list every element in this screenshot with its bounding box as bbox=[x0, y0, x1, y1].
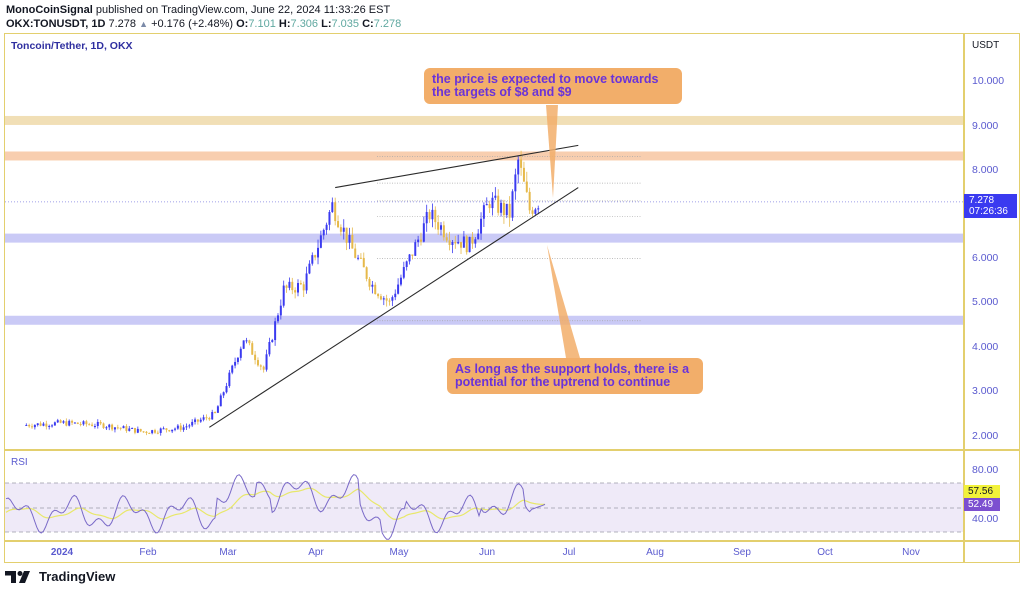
price-tick: 3.000 bbox=[972, 385, 999, 397]
time-tick: Mar bbox=[219, 547, 237, 558]
time-tick: Nov bbox=[902, 547, 920, 558]
up-triangle-icon: ▲ bbox=[139, 19, 148, 29]
last-price-tag-value: 7.278 bbox=[969, 195, 995, 206]
price-tick: 2.000 bbox=[972, 430, 999, 442]
low-value: 7.035 bbox=[331, 18, 360, 30]
bar-countdown: 07:26:36 bbox=[969, 206, 1008, 217]
time-tick: Feb bbox=[139, 547, 157, 558]
price-tick: 8.000 bbox=[972, 164, 999, 176]
tradingview-logo-icon bbox=[5, 570, 30, 583]
rsi-tick: 40.00 bbox=[972, 513, 999, 525]
price-change: +0.176 (+2.48%) bbox=[151, 18, 234, 30]
publish-header: MonoCoinSignal published on TradingView.… bbox=[6, 3, 401, 31]
rsi-indicator-label[interactable]: RSI bbox=[11, 457, 28, 468]
price-axis-divider bbox=[963, 33, 965, 563]
open-label: O: bbox=[236, 18, 249, 30]
author-name[interactable]: MonoCoinSignal bbox=[6, 4, 93, 16]
price-tick: 6.000 bbox=[972, 252, 999, 264]
last-price-tag: 7.278 07:26:36 bbox=[964, 194, 1017, 218]
currency-label[interactable]: USDT bbox=[972, 40, 1000, 51]
high-label: H: bbox=[278, 18, 291, 30]
time-tick: Aug bbox=[646, 547, 664, 558]
symbol-label: OKX:TONUSDT, 1D bbox=[6, 18, 106, 30]
callout-support-annotation[interactable]: As long as the support holds, there is a… bbox=[447, 358, 703, 394]
time-tick: Sep bbox=[733, 547, 751, 558]
high-value: 7.306 bbox=[290, 18, 319, 30]
callout-target-annotation[interactable]: the price is expected to move towards th… bbox=[424, 68, 682, 104]
published-text: published on TradingView.com, June 22, 2… bbox=[95, 4, 391, 16]
time-axis-divider bbox=[4, 540, 1020, 542]
rsi-tick: 80.00 bbox=[972, 464, 999, 476]
low-label: L: bbox=[321, 18, 332, 30]
time-tick: Jul bbox=[562, 547, 576, 558]
tradingview-logo[interactable]: TradingView bbox=[5, 569, 115, 584]
tradingview-brand: TradingView bbox=[39, 569, 116, 584]
price-tick: 4.000 bbox=[972, 341, 999, 353]
price-tick: 9.000 bbox=[972, 120, 999, 132]
time-tick: Oct bbox=[817, 547, 833, 558]
time-tick: May bbox=[389, 547, 409, 558]
rsi-value-tag: 52.49 bbox=[964, 498, 1000, 511]
rsi-ma-value-tag: 57.56 bbox=[964, 485, 1000, 498]
close-value: 7.278 bbox=[373, 18, 402, 30]
rsi-pane-divider[interactable] bbox=[4, 449, 1020, 451]
price-tick: 10.000 bbox=[972, 75, 1005, 87]
price-tick: 5.000 bbox=[972, 296, 999, 308]
time-tick: Jun bbox=[478, 547, 496, 558]
close-label: C: bbox=[362, 18, 374, 30]
last-price: 7.278 bbox=[108, 18, 137, 30]
time-tick: 2024 bbox=[50, 547, 74, 558]
open-value: 7.101 bbox=[248, 18, 276, 30]
time-tick: Apr bbox=[308, 547, 324, 558]
chart-frame bbox=[4, 33, 1020, 563]
chart-title: Toncoin/Tether, 1D, OKX bbox=[11, 40, 133, 52]
